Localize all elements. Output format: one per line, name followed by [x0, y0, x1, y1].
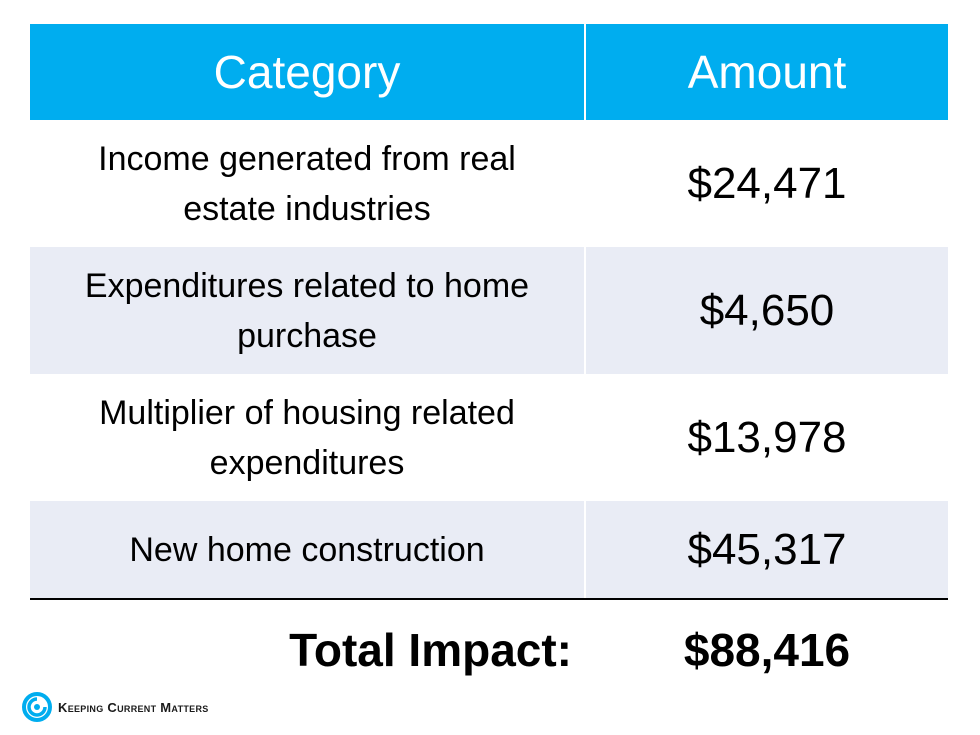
- total-amount: $88,416: [683, 624, 851, 676]
- row-amount: $4,650: [699, 285, 835, 335]
- row-category: Income generated from real estate indust…: [30, 120, 586, 247]
- impact-table: Category Amount Income generated from re…: [30, 24, 948, 700]
- row-category: Expenditures related to home purchase: [30, 247, 586, 374]
- table-row: Income generated from real estate indust…: [30, 120, 948, 247]
- total-row: Total Impact: $88,416: [30, 600, 948, 700]
- total-divider: [30, 598, 948, 600]
- table-row: Multiplier of housing related expenditur…: [30, 374, 948, 501]
- row-amount: $24,471: [687, 158, 847, 208]
- row-category: Multiplier of housing related expenditur…: [30, 374, 586, 501]
- header-amount: Amount: [687, 46, 847, 98]
- table-row: Expenditures related to home purchase $4…: [30, 247, 948, 374]
- total-label: Total Impact:: [289, 624, 572, 676]
- header-category: Category: [30, 24, 586, 120]
- row-amount: $45,317: [687, 524, 847, 574]
- row-amount: $13,978: [687, 412, 847, 462]
- brand-logo: Keeping Current Matters: [22, 692, 209, 722]
- brand-name: Keeping Current Matters: [58, 699, 209, 715]
- kcm-swirl-icon: [22, 692, 52, 722]
- table-row: New home construction $45,317: [30, 501, 948, 598]
- row-category: New home construction: [30, 501, 586, 598]
- table-header-row: Category Amount: [30, 24, 948, 120]
